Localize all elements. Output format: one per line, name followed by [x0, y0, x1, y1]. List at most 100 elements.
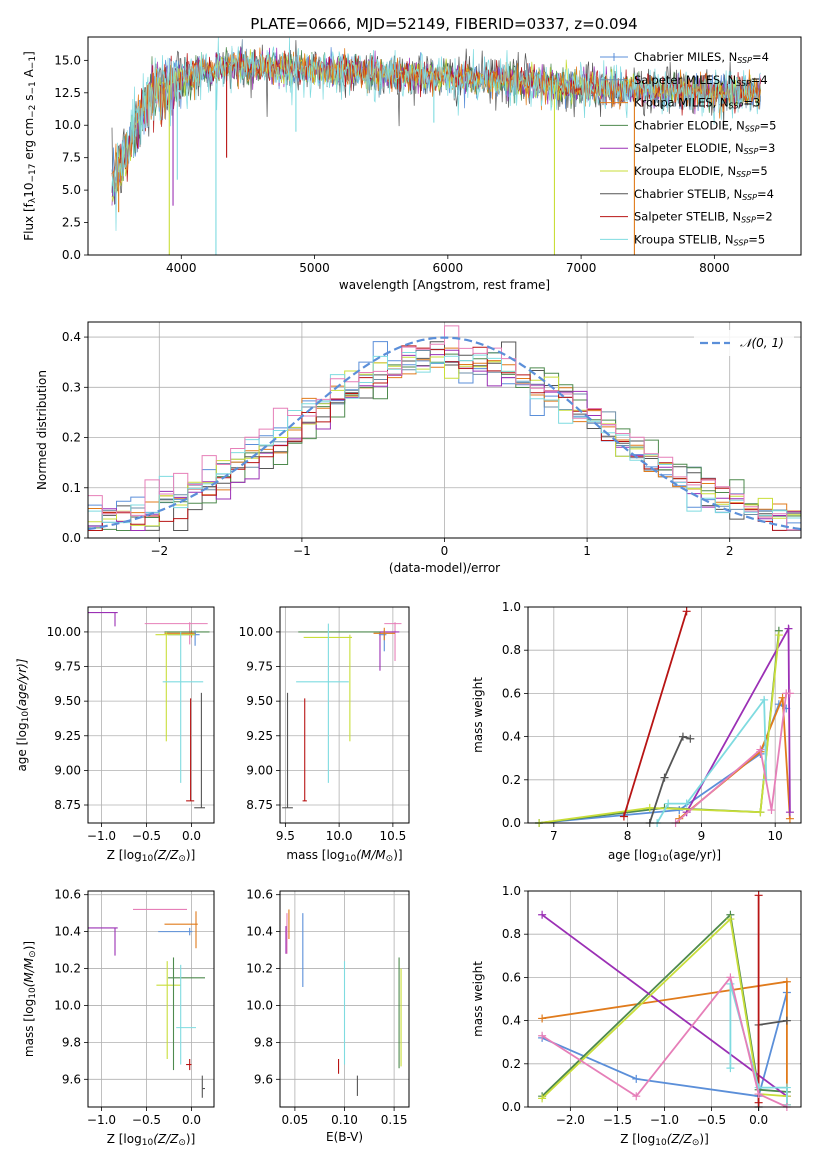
legend-box — [694, 330, 794, 356]
series-point — [782, 977, 791, 986]
series-point — [726, 915, 735, 924]
y-tick-label: 10.6 — [54, 888, 81, 902]
errorbar-point — [373, 627, 396, 641]
y-tick-label: 0.4 — [502, 730, 521, 744]
series-point — [682, 799, 691, 808]
y-axis-label: mass weight — [471, 961, 485, 1037]
series-point — [754, 1098, 763, 1107]
series-point — [538, 910, 547, 919]
y-tick-label: 10.00 — [239, 625, 273, 639]
series-line — [541, 917, 787, 1100]
y-tick-label: 0.0 — [502, 1100, 521, 1114]
legend-label: Chabrier STELIB, NSSP=4 — [634, 187, 774, 202]
x-tick-label: 9 — [698, 829, 706, 843]
legend-label: Chabrier MILES, NSSP=4 — [634, 50, 769, 65]
series-point — [682, 607, 691, 616]
y-tick-label: 8.75 — [246, 798, 273, 812]
x-tick-label: −1.0 — [650, 1113, 679, 1127]
y-tick-label: 9.75 — [54, 660, 81, 674]
x-tick-label: 4000 — [166, 261, 197, 275]
y-tick-label: 10.2 — [54, 962, 81, 976]
y-tick-label: 9.6 — [254, 1072, 273, 1086]
y-tick-label: 9.25 — [54, 729, 81, 743]
series-line — [623, 611, 688, 817]
y-tick-label: 7.5 — [62, 151, 81, 165]
x-tick-label: 5000 — [299, 261, 330, 275]
series-point — [756, 808, 765, 817]
x-tick-label: −1.0 — [87, 1113, 116, 1127]
y-tick-label: 5.0 — [62, 183, 81, 197]
legend-label: Kroupa STELIB, NSSP=5 — [634, 232, 765, 247]
series-point — [784, 624, 793, 633]
y-tick-label: 10.4 — [54, 925, 81, 939]
y-tick-label: 9.8 — [254, 1035, 273, 1049]
axes-frame — [527, 606, 802, 824]
series-line — [541, 914, 788, 1097]
series-point — [726, 973, 735, 982]
errorbar-point — [186, 698, 195, 802]
y-tick-label: 0.0 — [62, 248, 81, 262]
axes-frame — [87, 606, 215, 824]
errorbar-point — [88, 611, 118, 627]
x-tick-label: −0.5 — [132, 829, 161, 843]
y-tick-label: 9.50 — [246, 694, 273, 708]
x-axis-label: Z [log10(Z/Z⊙)] — [107, 1132, 196, 1148]
errorbar-point — [282, 692, 293, 809]
axes-frame — [87, 36, 802, 256]
y-axis-label: mass weight — [471, 677, 485, 753]
mass-age-errorbar-panel: 9.5 10.0 10.5 8.75 9.00 9.25 9.50 9.75 10.00 mass… — [239, 606, 410, 864]
histogram-step-kroupa-stelib — [88, 352, 801, 524]
y-tick-label: 10.0 — [246, 998, 273, 1012]
series-line — [541, 992, 788, 1098]
y-tick-label: 9.6 — [62, 1072, 81, 1086]
histogram-step-pink — [88, 325, 801, 531]
x-tick-label: 10.5 — [380, 829, 407, 843]
y-tick-label: 0.3 — [62, 380, 81, 394]
x-tick-label: 2 — [726, 544, 734, 558]
series-point — [686, 734, 695, 743]
y-tick-label: 9.75 — [246, 660, 273, 674]
series-point — [645, 803, 654, 812]
errorbar-point — [162, 631, 204, 783]
y-tick-label: 0.2 — [502, 1057, 521, 1071]
y-tick-label: 10.0 — [54, 118, 81, 132]
errorbar-point — [88, 927, 118, 956]
histogram-step-salpeter-stelib — [88, 345, 801, 531]
x-tick-label: 0.15 — [381, 1113, 408, 1127]
figure-title: PLATE=0666, MJD=52149, FIBERID=0337, z=0… — [250, 15, 637, 33]
y-tick-label: 15.0 — [54, 53, 81, 67]
x-tick-label: −1 — [293, 544, 311, 558]
axes-frame — [279, 606, 410, 824]
x-tick-label: −0.5 — [697, 1113, 726, 1127]
series-point — [632, 1074, 641, 1083]
z-age-errorbar-panel: −1.0 −0.5 0.0 8.75 9.00 9.25 9.50 9.75 10.00 Z [l… — [15, 606, 215, 864]
x-tick-label: 0.0 — [182, 829, 201, 843]
series-point — [538, 1031, 547, 1040]
y-tick-label: 0.1 — [62, 481, 81, 495]
legend-label: Salpeter STELIB, NSSP=2 — [634, 210, 773, 225]
errorbar-point — [384, 622, 402, 661]
x-tick-label: 10.0 — [326, 829, 353, 843]
series-point — [754, 1090, 763, 1099]
y-tick-label: 0.8 — [502, 643, 521, 657]
x-tick-label: 1 — [583, 544, 591, 558]
y-tick-label: 10.2 — [246, 962, 273, 976]
errorbar-point — [155, 631, 196, 742]
series-point — [538, 1014, 547, 1023]
x-axis-label: Z [log10(Z/Z⊙)] — [620, 1132, 709, 1148]
y-tick-label: 9.25 — [246, 729, 273, 743]
series-point — [754, 891, 763, 900]
x-axis-label: Z [log10(Z/Z⊙)] — [107, 848, 196, 864]
spectrum-panel: 4000 5000 6000 7000 8000 0.0 2.5 5.0 7.5 10.0 12.5… — [22, 36, 802, 292]
series-point — [538, 1094, 547, 1103]
x-tick-label: −1.5 — [603, 1113, 632, 1127]
z-massweight-panel: −2.0 −1.5 −1.0 −0.5 0.0 0.0 0.2 0.4 0.6 0.8 1.0 Z [… — [471, 884, 802, 1148]
y-axis-label: Normed distribution — [35, 370, 49, 490]
x-tick-label: −2 — [150, 544, 168, 558]
series-point — [785, 808, 794, 817]
gaussian-curve — [87, 336, 802, 531]
axes-frame — [87, 890, 215, 1108]
y-tick-label: 0.4 — [502, 1014, 521, 1028]
x-tick-label: −0.5 — [132, 1113, 161, 1127]
